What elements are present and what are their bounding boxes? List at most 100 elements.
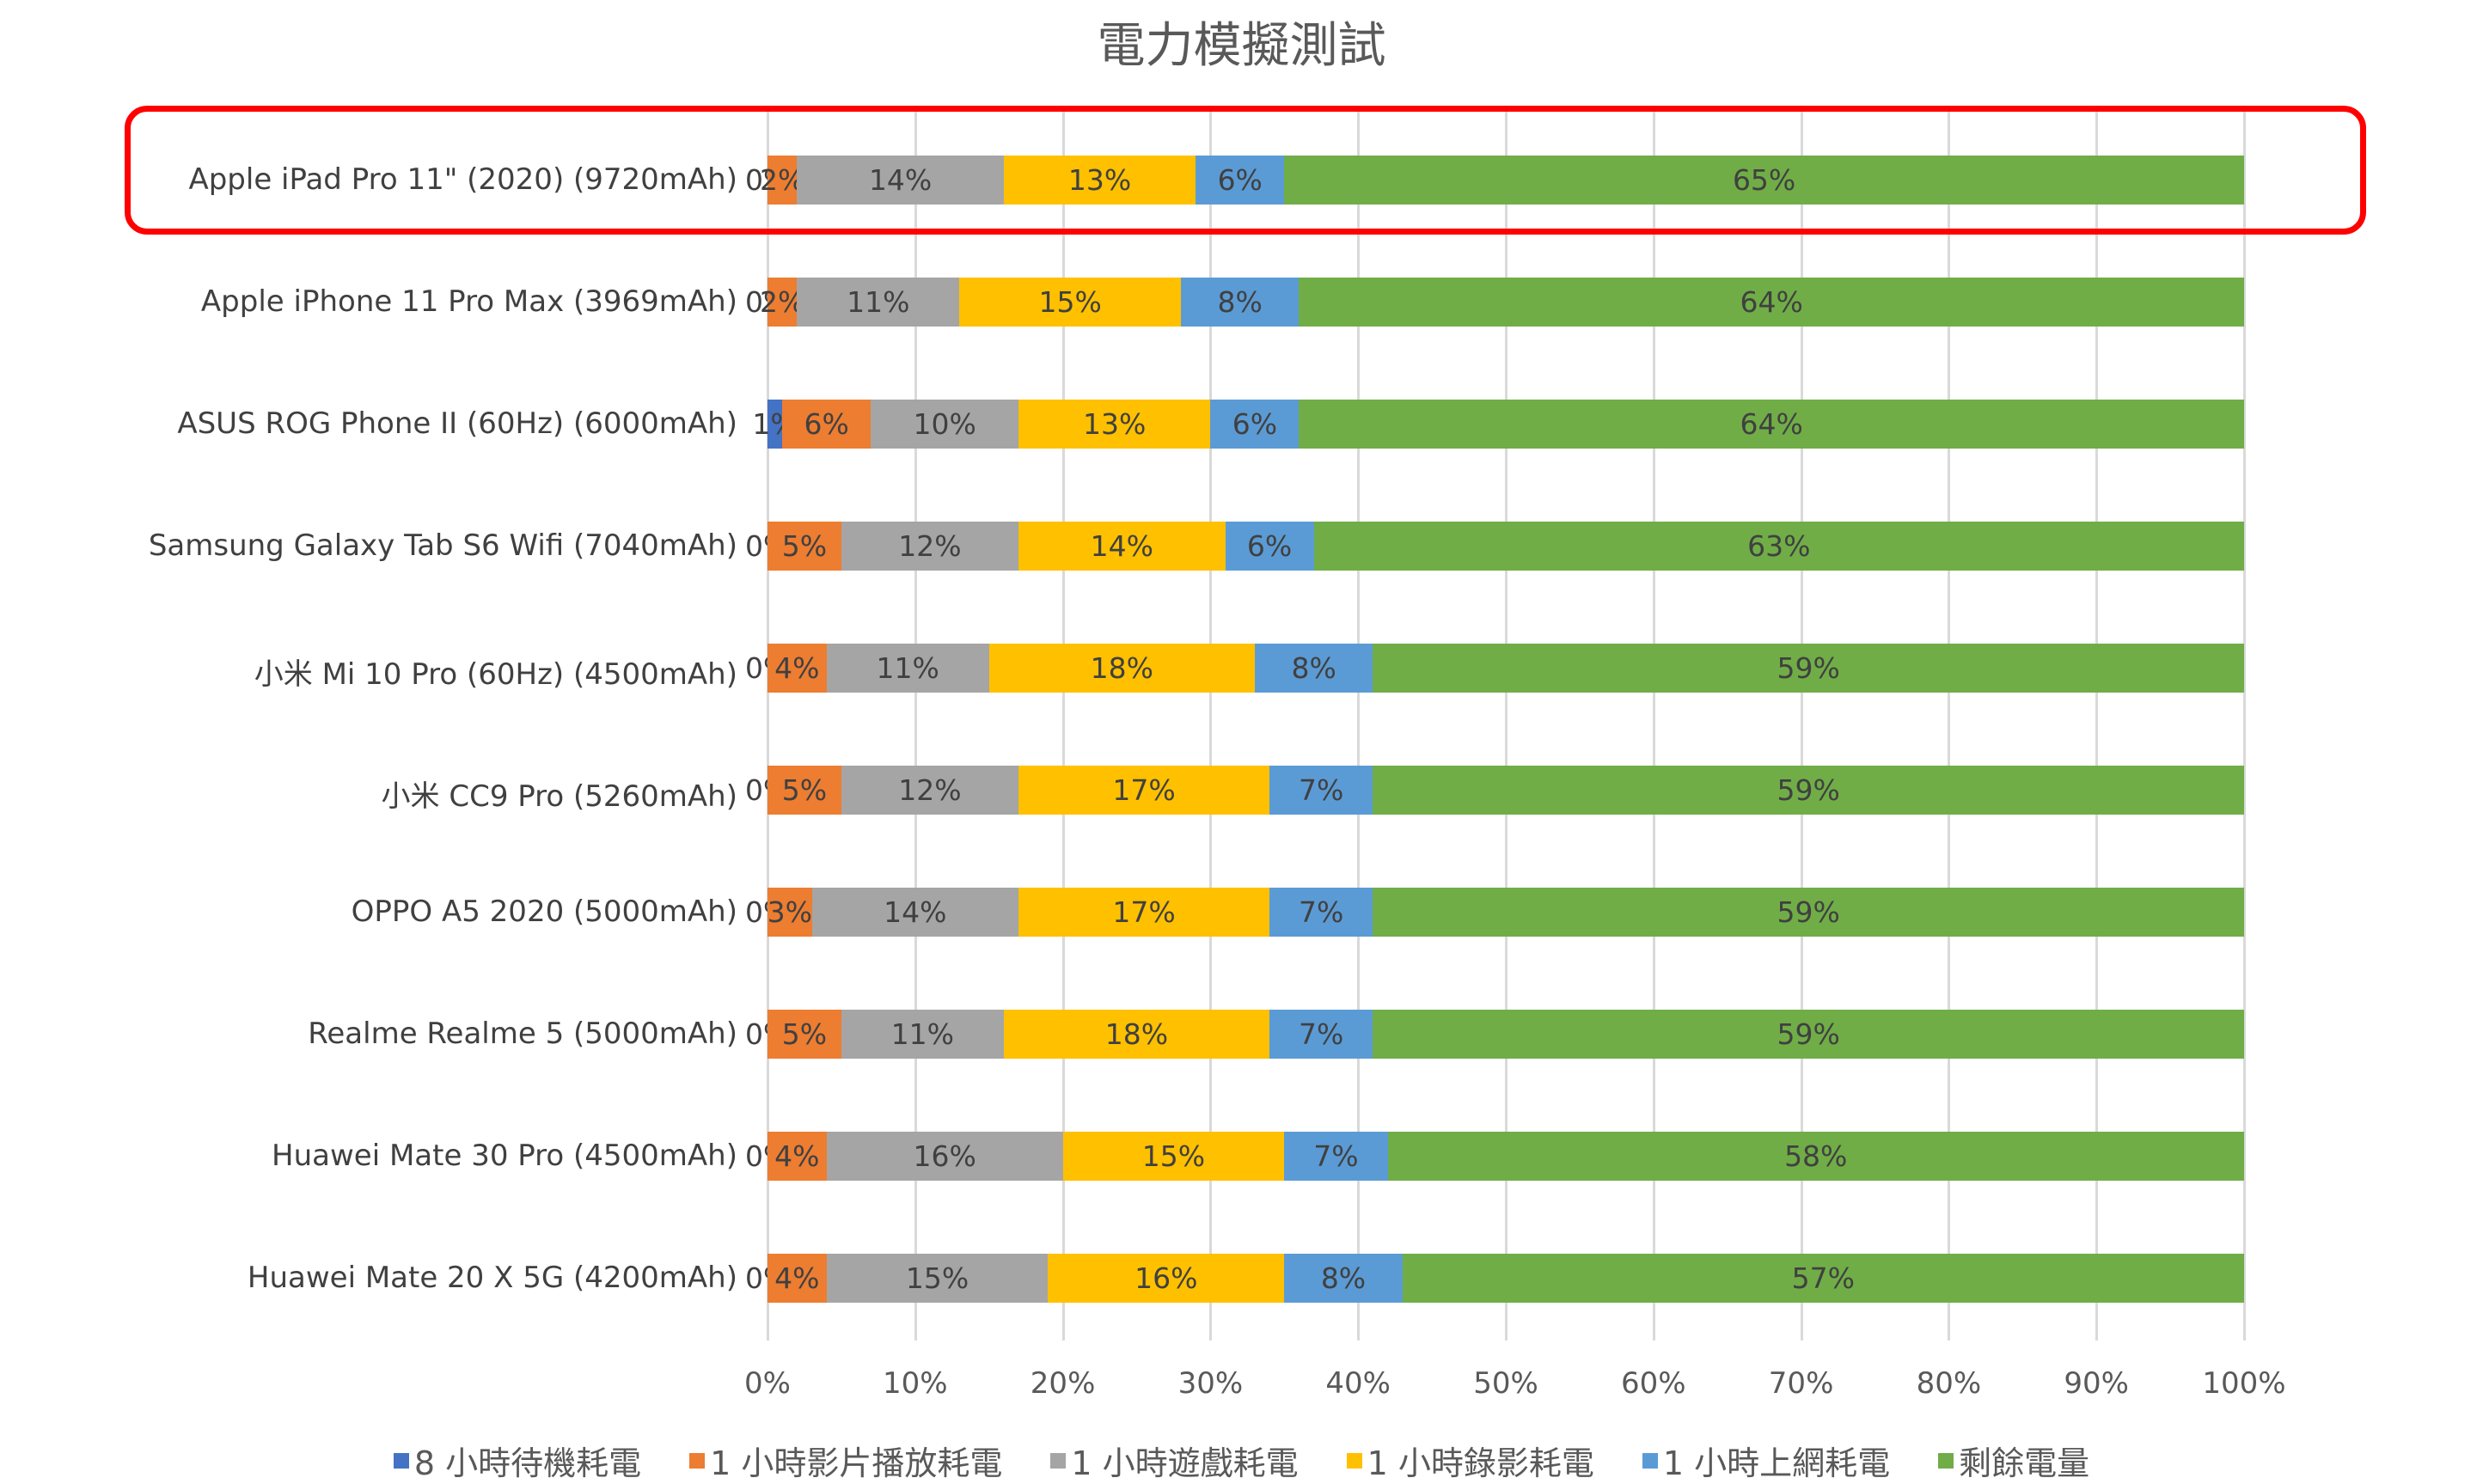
stacked-bar: 0%5%11%18%7%59% [745,1010,2244,1059]
legend-swatch-icon [689,1452,706,1469]
data-label: 17% [1112,773,1176,807]
x-tick-label: 60% [1621,1366,1686,1401]
bar-segment: 12% [841,766,1019,815]
x-tick-label: 80% [1916,1366,1982,1401]
legend: 8 小時待機耗電 1 小時影片播放耗電 1 小時遊戲耗電 1 小時錄影耗電 1 小時上網… [0,1437,2483,1484]
legend-item: 1 小時影片播放耗電 [689,1437,1002,1484]
bar-segment: 15% [959,278,1182,327]
data-label: 18% [1090,651,1153,685]
legend-label: 1 小時遊戲耗電 [1071,1444,1299,1482]
legend-item: 1 小時上網耗電 [1642,1437,1890,1484]
data-label: 12% [898,773,962,807]
bar-segment: 5% [768,1010,841,1059]
data-label: 4% [774,1139,820,1173]
legend-item: 剩餘電量 [1938,1437,2089,1484]
bar-segment: 7% [1284,1132,1388,1181]
category-label: Realme Realme 5 (5000mAh) [308,1017,737,1051]
data-label: 6% [804,407,849,441]
bar-segment: 6% [1196,156,1285,205]
bar-segment: 59% [1373,766,2244,815]
data-label: 7% [1299,895,1344,929]
bar-segment: 5% [768,522,841,571]
gridline [1505,112,1508,1340]
stacked-bar: 1% 6% 10% 13% 6% 64% [752,400,2244,449]
bar-segment: 16% [1048,1254,1285,1303]
gridline [1061,112,1065,1340]
x-tick-label: 30% [1177,1366,1244,1401]
bar-segment: 6% [1225,522,1314,571]
category-label: Apple iPhone 11 Pro Max (3969mAh) [200,284,737,319]
category-label: Samsung Galaxy Tab S6 Wifi (7040mAh) [148,528,737,563]
bar-segment: 16% [826,1132,1063,1181]
category-label: OPPO A5 2020 (5000mAh) [351,895,737,929]
data-label: 59% [1777,773,1840,807]
legend-label: 8 小時待機耗電 [413,1444,642,1482]
data-label: 59% [1777,651,1840,685]
data-label: 10% [913,407,976,441]
x-tick-label: 50% [1473,1366,1538,1401]
bar-segment: 13% [1018,400,1211,449]
bar-segment: 14% [811,888,1019,937]
bar-segment: 10% [871,400,1019,449]
data-label: 8% [1320,1261,1367,1295]
legend-label: 1 小時上網耗電 [1662,1444,1891,1482]
stacked-bar: 0%4%16%15%7%58% [745,1132,2244,1181]
x-tick-label: 70% [1768,1366,1834,1401]
data-label: 8% [1291,651,1336,685]
data-label: 18% [1104,1017,1169,1051]
data-label: 14% [884,895,947,929]
category-label: 小米 Mi 10 Pro (60Hz) (4500mAh) [254,657,737,692]
x-tick-label: 10% [883,1366,948,1401]
gridline [1948,112,1951,1340]
bar-segment: 64% [1299,400,2244,449]
data-label: 5% [781,1017,828,1051]
bar-segment: 4% [768,644,827,693]
bar-segment: 64% [1299,278,2244,327]
data-label: 7% [1299,773,1344,807]
bar-segment: 13% [1003,156,1196,205]
legend-swatch-icon [393,1452,409,1469]
stacked-bar: 0%5%12%17%7%59% [745,766,2244,815]
gridline [914,112,917,1340]
bar-segment: 2% [760,278,804,327]
data-label: 64% [1740,407,1803,441]
stacked-bar: 0%2%11%15%8%64% [745,278,2244,327]
stacked-bar: 0%3%14%17%7%59% [745,888,2244,937]
data-label: 11% [890,1017,955,1051]
data-label: 3% [767,895,812,929]
category-label: Huawei Mate 30 Pro (4500mAh) [272,1139,737,1173]
gridline [2095,112,2099,1340]
data-label: 15% [905,1261,969,1295]
bar-segment: 8% [1284,1254,1403,1303]
data-label: 64% [1740,285,1803,319]
data-label: 4% [774,1261,820,1295]
chart-title: 電力模擬測試 [1097,18,1386,74]
data-label: 7% [1299,1017,1344,1051]
stacked-bar: 0%4%15%16%8%57% [745,1254,2244,1303]
data-label: 13% [1083,407,1147,441]
data-label: 13% [1067,163,1132,197]
legend-swatch-icon [1642,1452,1658,1469]
bar-segment: 15% [826,1254,1049,1303]
x-tick-label: 0% [744,1366,791,1401]
data-label: 14% [1090,529,1153,563]
bar-segment: 7% [1269,1010,1373,1059]
data-label: 11% [876,651,939,685]
bar-segment: 63% [1313,522,2244,571]
stacked-bar: 0%2%14%13%6%65% [745,156,2244,205]
stacked-bar: 0%5%12%14%6%63% [745,522,2244,571]
category-label: ASUS ROG Phone II (60Hz) (6000mAh) [177,406,737,441]
data-label: 8% [1217,285,1263,319]
data-label: 16% [1134,1261,1198,1295]
legend-label: 1 小時錄影耗電 [1367,1444,1594,1482]
data-label: 14% [868,163,933,197]
gridline [1800,112,1803,1340]
bar-segment: 12% [841,522,1019,571]
data-label: 5% [781,529,828,563]
bar-segment: 14% [1018,522,1226,571]
bar-segment: 65% [1284,156,2244,205]
bar-segment: 8% [1181,278,1300,327]
data-label: 16% [913,1139,976,1173]
data-label: 12% [898,529,962,563]
bar-segment: 4% [768,1254,827,1303]
